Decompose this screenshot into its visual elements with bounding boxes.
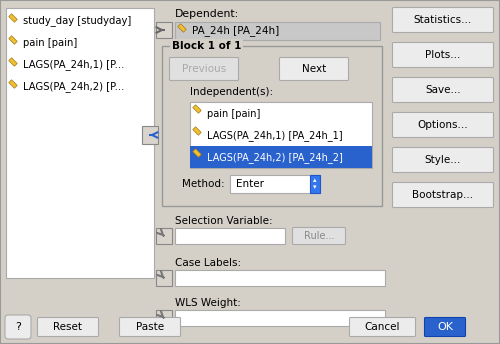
Polygon shape — [9, 36, 17, 44]
Polygon shape — [9, 80, 17, 88]
Text: LAGS(PA_24h,1) [P...: LAGS(PA_24h,1) [P... — [23, 60, 124, 71]
FancyBboxPatch shape — [424, 318, 466, 336]
FancyBboxPatch shape — [392, 43, 494, 67]
Text: ?: ? — [15, 322, 21, 332]
Text: Options...: Options... — [418, 120, 469, 130]
FancyBboxPatch shape — [350, 318, 416, 336]
FancyBboxPatch shape — [392, 112, 494, 138]
Text: Save...: Save... — [425, 85, 461, 95]
Polygon shape — [178, 24, 186, 32]
Bar — [175, 228, 285, 244]
FancyBboxPatch shape — [392, 77, 494, 103]
Text: Paste: Paste — [136, 322, 164, 332]
Polygon shape — [9, 14, 17, 22]
Bar — [156, 310, 172, 326]
Text: Bootstrap...: Bootstrap... — [412, 190, 474, 200]
Text: Plots...: Plots... — [426, 50, 460, 60]
Text: Cancel: Cancel — [365, 322, 400, 332]
Bar — [310, 175, 320, 193]
Bar — [175, 22, 380, 40]
Text: Style...: Style... — [425, 155, 461, 165]
Text: OK: OK — [437, 322, 453, 332]
Polygon shape — [193, 105, 201, 113]
Bar — [6, 8, 154, 278]
Bar — [156, 270, 172, 286]
Text: WLS Weight:: WLS Weight: — [175, 298, 241, 308]
Bar — [156, 228, 172, 244]
FancyBboxPatch shape — [170, 57, 238, 80]
Bar — [190, 102, 372, 168]
Bar — [156, 22, 172, 38]
Bar — [190, 146, 372, 168]
FancyBboxPatch shape — [392, 8, 494, 32]
Text: LAGS(PA_24h,2) [P...: LAGS(PA_24h,2) [P... — [23, 82, 124, 93]
Polygon shape — [9, 58, 17, 66]
Text: Selection Variable:: Selection Variable: — [175, 216, 272, 226]
FancyBboxPatch shape — [392, 183, 494, 207]
Text: Statistics...: Statistics... — [414, 15, 472, 25]
Text: Reset: Reset — [54, 322, 82, 332]
Text: Method:: Method: — [182, 179, 224, 189]
Text: PA_24h [PA_24h]: PA_24h [PA_24h] — [192, 25, 279, 36]
Text: Dependent:: Dependent: — [175, 9, 240, 19]
FancyBboxPatch shape — [5, 315, 31, 339]
Polygon shape — [193, 149, 201, 157]
Bar — [175, 270, 385, 286]
Text: Independent(s):: Independent(s): — [190, 87, 273, 97]
Text: LAGS(PA_24h,1) [PA_24h_1]: LAGS(PA_24h,1) [PA_24h_1] — [207, 130, 342, 141]
Bar — [175, 310, 385, 326]
Text: Rule...: Rule... — [304, 231, 334, 241]
Bar — [162, 46, 382, 206]
FancyBboxPatch shape — [120, 318, 180, 336]
Text: LAGS(PA_24h,2) [PA_24h_2]: LAGS(PA_24h,2) [PA_24h_2] — [207, 152, 343, 163]
Text: Enter: Enter — [236, 179, 264, 189]
Text: Block 1 of 1: Block 1 of 1 — [172, 41, 242, 51]
Bar — [230, 175, 320, 193]
FancyBboxPatch shape — [392, 148, 494, 172]
Polygon shape — [193, 127, 201, 135]
Bar — [142, 126, 158, 144]
FancyBboxPatch shape — [292, 227, 346, 245]
Text: pain [pain]: pain [pain] — [207, 109, 260, 119]
FancyBboxPatch shape — [38, 318, 98, 336]
Text: ▴
▾: ▴ ▾ — [313, 178, 317, 191]
Text: pain [pain]: pain [pain] — [23, 38, 77, 48]
Text: Previous: Previous — [182, 64, 226, 74]
FancyBboxPatch shape — [280, 57, 348, 80]
Text: study_day [studyday]: study_day [studyday] — [23, 15, 131, 26]
Text: Next: Next — [302, 64, 326, 74]
Text: Case Labels:: Case Labels: — [175, 258, 241, 268]
